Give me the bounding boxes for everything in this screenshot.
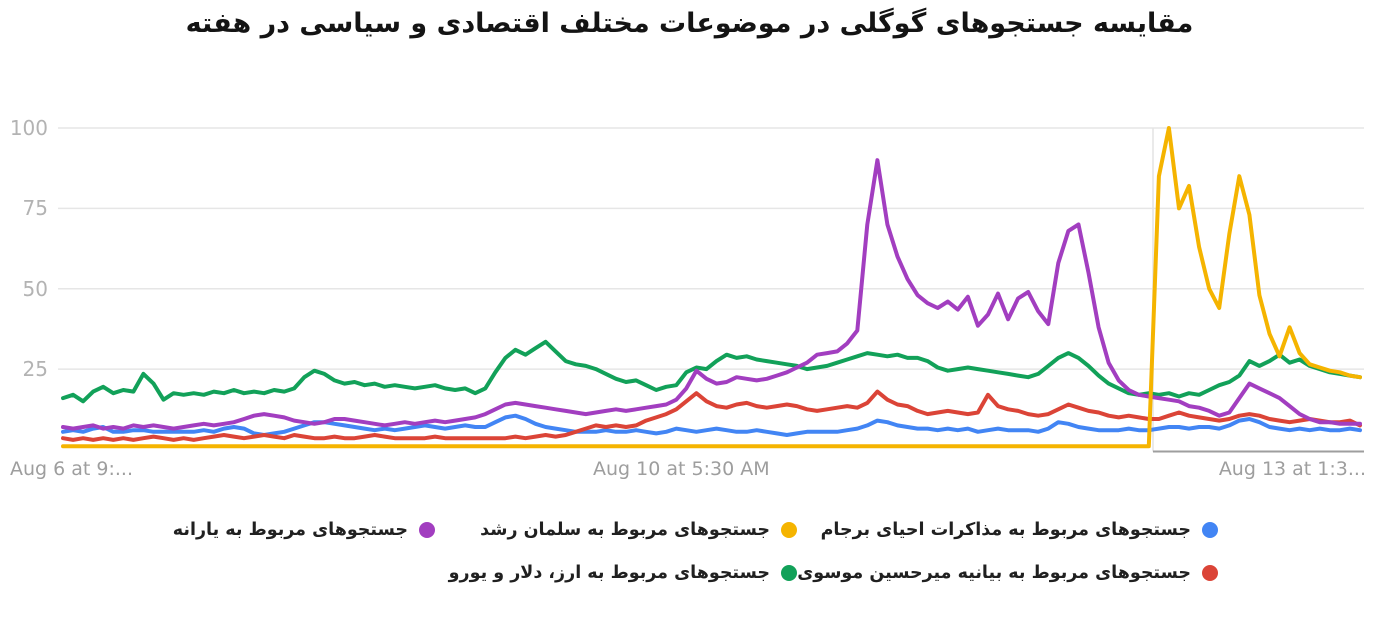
y-axis-tick: 75 <box>22 196 48 220</box>
y-axis-tick: 50 <box>22 277 48 301</box>
legend-label-barjam: جستجوهای مربوط به مذاکرات احیای برجام <box>820 520 1191 540</box>
y-axis-tick: 25 <box>22 357 48 381</box>
legend-item-barjam: جستجوهای مربوط به مذاکرات احیای برجام <box>821 518 1218 542</box>
legend-label-yarane: جستجوهای مربوط به یارانه <box>172 520 408 540</box>
x-axis-label-end: Aug 13 at 1:3... <box>1218 458 1366 480</box>
x-axis-label-start: Aug 6 at 9:... <box>10 458 134 480</box>
legend-item-mousavi: جستجوهای مربوط به بیانیه میرحسین موسوی <box>797 561 1218 585</box>
blue-series-dot <box>1202 522 1218 538</box>
legend-item-yarane: جستجوهای مربوط به یارانه <box>173 518 435 542</box>
legend-label-salman-rushdie: جستجوهای مربوط به سلمان رشد <box>480 520 770 540</box>
legend-item-currency: جستجوهای مربوط به ارز، دلار و یورو <box>449 561 797 585</box>
legend-label-mousavi: جستجوهای مربوط به بیانیه میرحسین موسوی <box>797 563 1191 583</box>
legend-item-salman-rushdie: جستجوهای مربوط به سلمان رشد <box>480 518 797 542</box>
legend-label-currency: جستجوهای مربوط به ارز، دلار و یورو <box>448 563 770 583</box>
purple-series-dot <box>419 522 435 538</box>
y-axis-tick: 100 <box>9 116 48 140</box>
yellow-series-dot <box>781 522 797 538</box>
x-axis-label-middle: Aug 10 at 5:30 AM <box>593 458 770 480</box>
chart-plot-area[interactable] <box>0 0 1379 500</box>
chart-title: مقایسه جستجوهای گوگلی در موضوعات مختلف ا… <box>185 8 1194 39</box>
green-series-dot <box>781 565 797 581</box>
red-series-dot <box>1202 565 1218 581</box>
